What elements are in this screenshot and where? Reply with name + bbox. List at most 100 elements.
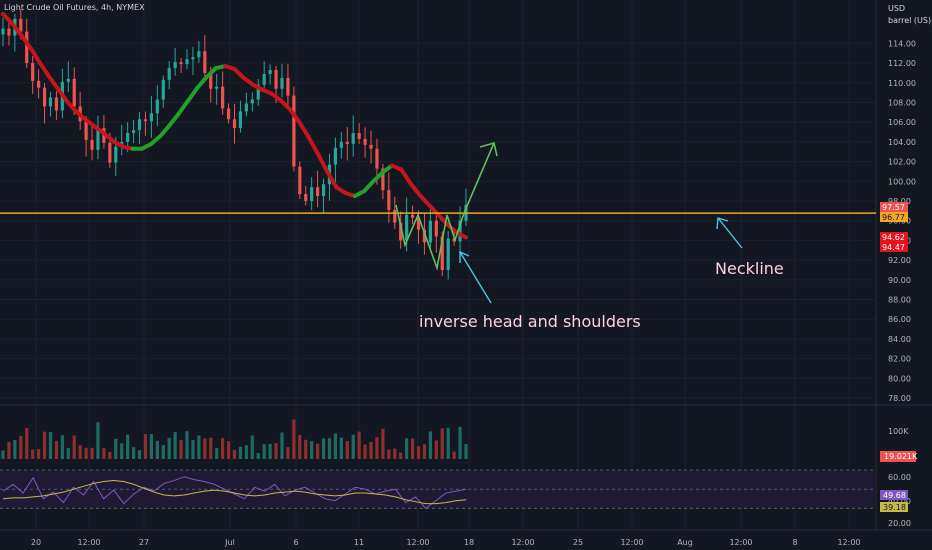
- price-tick-label: 98.00: [888, 197, 911, 206]
- candle-body: [167, 68, 171, 80]
- price-tick-label: 90.00: [888, 276, 911, 285]
- candle-body: [262, 73, 266, 85]
- candle-body: [405, 214, 409, 241]
- volume-bar: [274, 443, 278, 459]
- neckline-annotation[interactable]: Neckline: [715, 259, 784, 278]
- candle-body: [250, 99, 254, 104]
- volume-bar: [434, 440, 438, 459]
- volume-bar: [149, 434, 153, 459]
- candle-body: [84, 121, 88, 140]
- volume-bar: [173, 431, 177, 459]
- time-tick-label: 8: [792, 538, 797, 547]
- neckline-arrowhead: [716, 217, 729, 230]
- volume-value-label: 19.021K: [884, 452, 918, 461]
- price-tick-label: 84.00: [888, 335, 911, 344]
- ma-segment: [454, 230, 468, 240]
- volume-bar: [131, 447, 136, 459]
- volume-bar: [84, 447, 88, 459]
- candle-body: [1, 28, 5, 35]
- ma-segment: [10, 21, 24, 38]
- ma-segment: [288, 107, 302, 125]
- volume-bar: [54, 440, 59, 459]
- pattern-annotation[interactable]: inverse head and shoulders: [419, 312, 641, 331]
- volume-bar: [161, 445, 165, 459]
- price-badge-label: 96.77: [882, 213, 905, 222]
- volume-bar: [393, 448, 397, 459]
- candle-body: [149, 113, 153, 122]
- ma-segment: [204, 66, 218, 79]
- symbol-title[interactable]: Light Crude Oil Futures, 4h, NYMEX: [4, 3, 145, 12]
- volume-bar: [351, 434, 355, 459]
- candle-body: [31, 63, 35, 81]
- time-tick-label: 12:00: [620, 538, 643, 547]
- rsi-tick-label: 20.00: [888, 519, 911, 528]
- candle-body: [179, 62, 183, 65]
- overlays: [0, 141, 876, 304]
- volume-bar: [446, 427, 450, 459]
- volume-bar: [405, 438, 409, 459]
- volume-bar: [339, 437, 343, 459]
- price-badge: [880, 212, 908, 222]
- candle-body: [292, 95, 296, 167]
- candle-body: [244, 103, 248, 112]
- ma-segment: [306, 134, 320, 156]
- volume-bar: [256, 452, 260, 459]
- rsi-value-label: 49.68: [883, 491, 906, 500]
- candle-body: [428, 220, 432, 243]
- rsi-value-badge: [880, 502, 908, 512]
- candle-body: [143, 119, 148, 122]
- volume-bar: [381, 428, 385, 459]
- ma-segment: [408, 181, 422, 198]
- time-tick-label: 18: [464, 538, 474, 547]
- ma-segment: [56, 87, 70, 105]
- volume-bar: [155, 440, 159, 459]
- volume-bar: [357, 431, 361, 459]
- volume-bar: [1, 450, 5, 459]
- candle-body: [226, 108, 231, 120]
- ma-segment: [47, 74, 61, 92]
- ma-segment: [38, 61, 52, 79]
- price-tick-label: 104.00: [888, 138, 916, 147]
- volume-bar: [203, 438, 207, 459]
- volume-bar: [226, 441, 231, 459]
- volume-bar: [167, 437, 171, 459]
- candle-body: [339, 141, 343, 148]
- volume-bar: [452, 451, 456, 459]
- candle-body: [25, 31, 29, 64]
- candle-body: [42, 87, 47, 107]
- volume-bar: [7, 441, 11, 459]
- price-axis: 114.00 112.00 110.00 108.00 106.00 104.00 102.…: [880, 39, 918, 528]
- volume-bars: [1, 419, 468, 459]
- volume-bar: [333, 433, 338, 459]
- ma-segment: [278, 98, 293, 112]
- price-tick-label: 80.00: [888, 374, 911, 383]
- candle-body: [286, 77, 290, 96]
- candle-body: [410, 214, 415, 218]
- price-tick-label: 86.00: [888, 315, 911, 324]
- candle-body: [215, 86, 219, 89]
- ma-segment: [417, 193, 431, 207]
- volume-bar: [102, 448, 106, 459]
- unit-label: barrel (US): [888, 16, 932, 25]
- price-badge-label: 94.47: [882, 243, 905, 252]
- volume-bar: [410, 438, 415, 459]
- candle-body: [256, 84, 260, 100]
- candle-body: [446, 238, 450, 270]
- time-tick-label: Jul: [224, 538, 235, 547]
- candle-body: [304, 194, 308, 201]
- candle-body: [7, 28, 11, 36]
- volume-bar: [399, 452, 403, 459]
- candle-body: [316, 187, 320, 197]
- price-tick-label: 92.00: [888, 256, 911, 265]
- time-tick-label: 12:00: [837, 538, 860, 547]
- candle-body: [268, 69, 272, 74]
- volume-bar: [310, 441, 314, 459]
- pattern-line: [395, 142, 495, 272]
- time-tick-label: Aug: [677, 538, 693, 547]
- ma-segment: [65, 100, 80, 115]
- price-tick-label: 88.00: [888, 296, 911, 305]
- volume-bar: [458, 426, 462, 459]
- candle-body: [310, 187, 314, 201]
- candle-body: [137, 119, 142, 131]
